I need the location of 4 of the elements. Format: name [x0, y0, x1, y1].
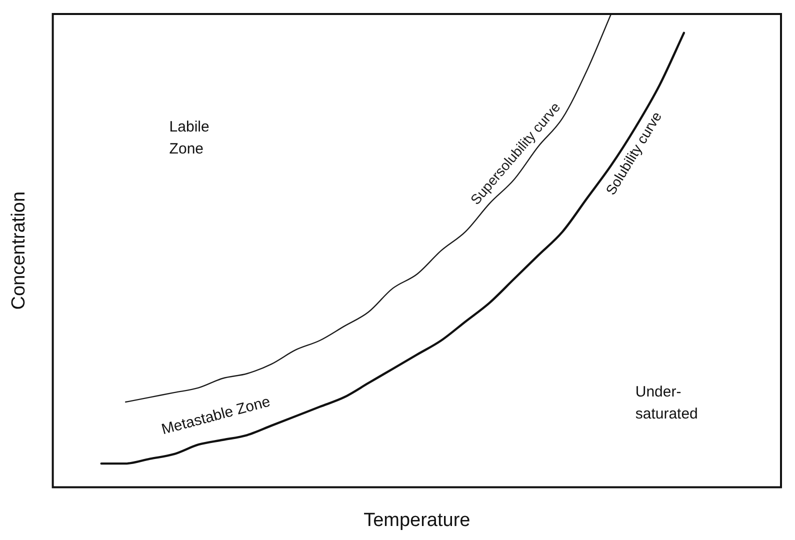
x-axis-title: Temperature [364, 510, 470, 531]
y-axis-title: Concentration [8, 191, 30, 310]
annotation: Under-saturated [635, 384, 698, 423]
annotation: Labile Zone [169, 118, 210, 158]
